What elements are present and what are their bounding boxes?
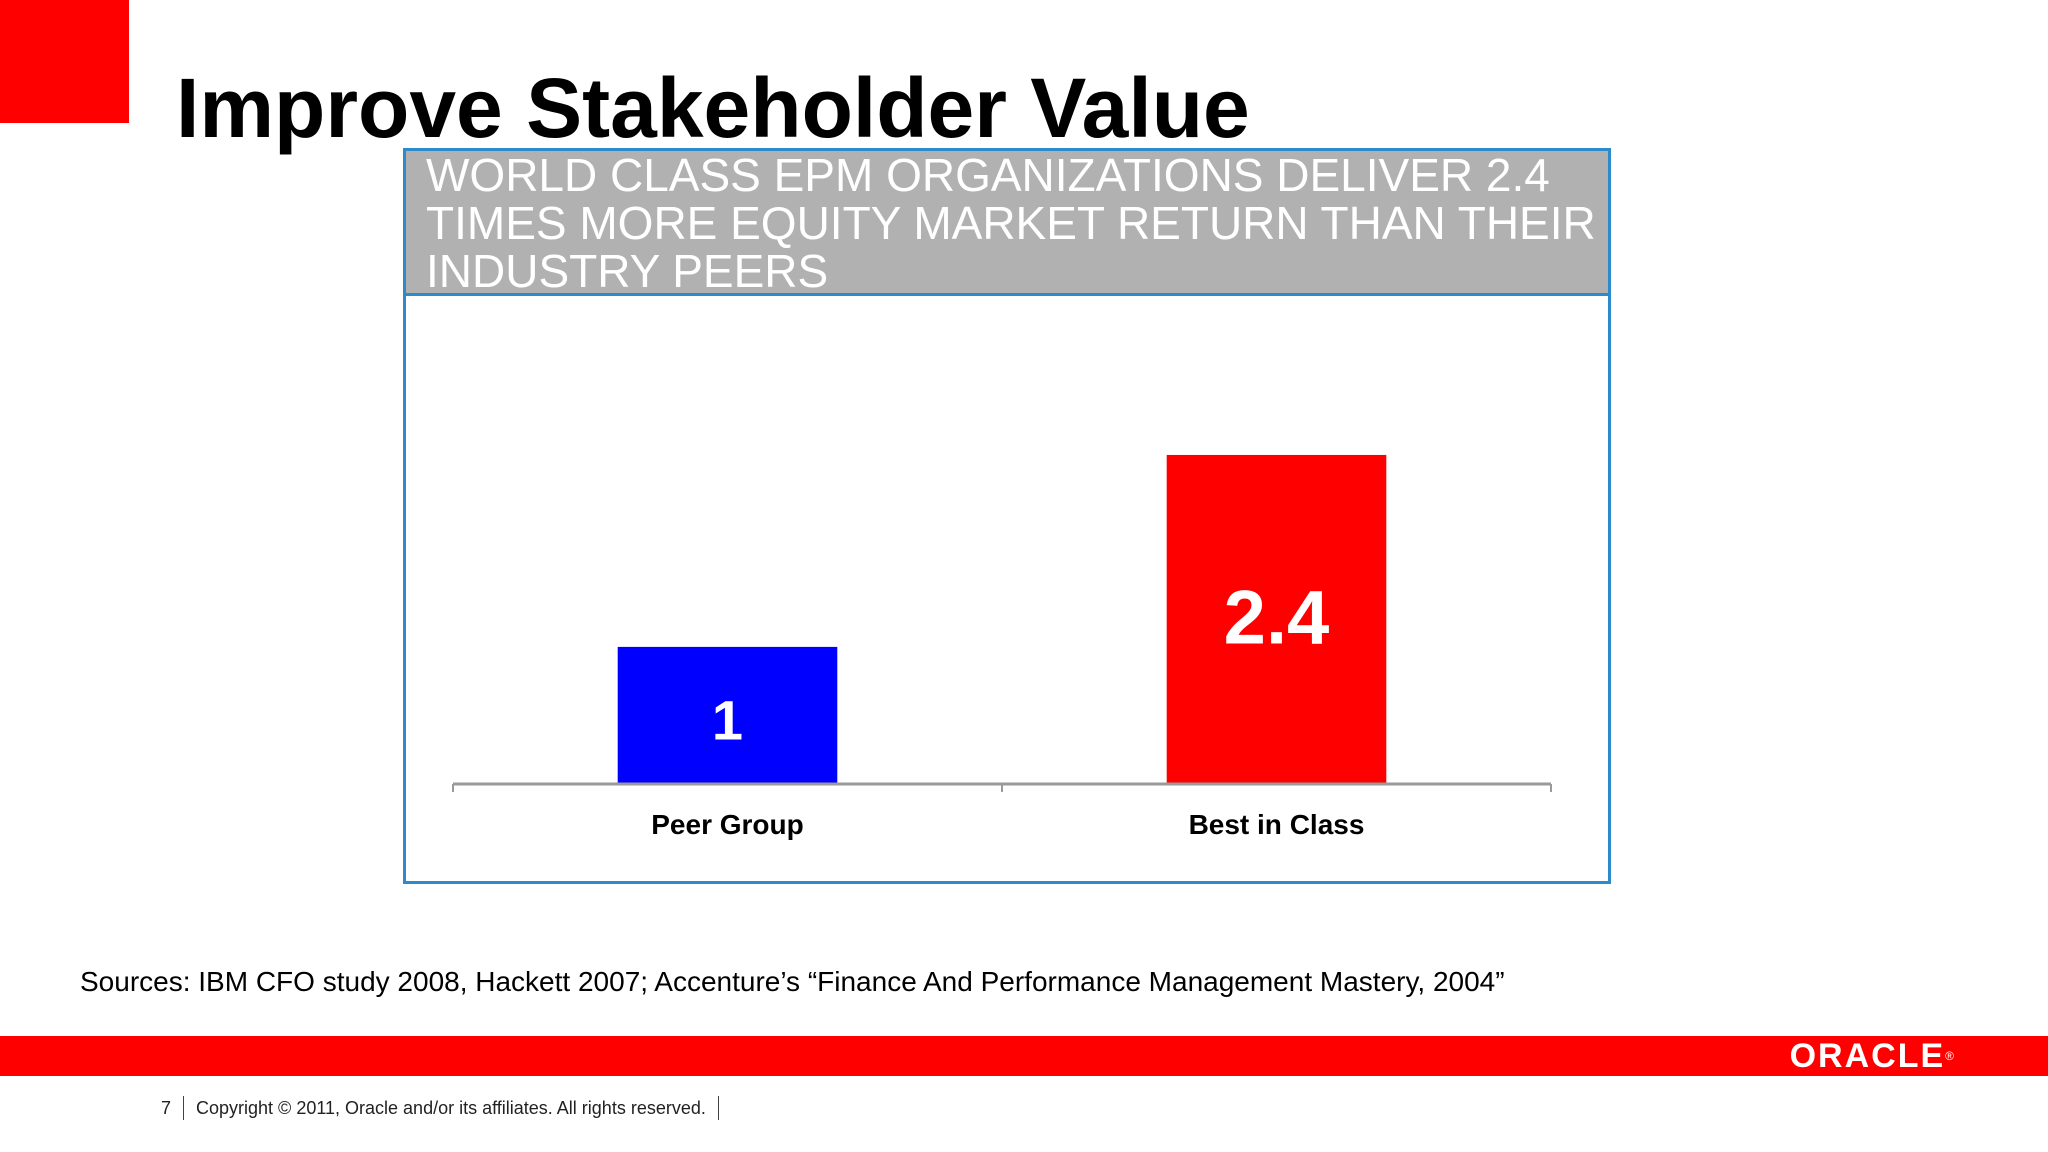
chart-header: WORLD CLASS EPM ORGANIZATIONS DELIVER 2.… [406,151,1608,296]
slide-title: Improve Stakeholder Value [176,61,1250,155]
data-label: 2.4 [1224,575,1330,660]
oracle-logo: ORACLE® [1789,1037,1956,1075]
data-label: 1 [712,688,743,751]
bar [617,646,838,784]
footer-divider [717,1096,719,1120]
bar [1166,454,1387,784]
chart-frame: WORLD CLASS EPM ORGANIZATIONS DELIVER 2.… [403,148,1611,884]
footer-bar: ORACLE® [0,1036,2048,1076]
page-number: 7 [161,1097,172,1118]
sources-note: Sources: IBM CFO study 2008, Hackett 200… [80,966,1505,997]
chart-title: WORLD CLASS EPM ORGANIZATIONS DELIVER 2.… [426,149,1596,297]
footer-divider [183,1096,185,1120]
corner-accent-block [0,0,129,123]
x-tick-label: Best in Class [1189,809,1365,840]
bar-chart: 1 Peer Group 2.4 Best in Class [452,454,1552,840]
copyright-text: Copyright © 2011, Oracle and/or its affi… [196,1097,706,1118]
x-tick-label: Peer Group [651,809,803,840]
footer-meta: 7 Copyright © 2011, Oracle and/or its af… [161,1096,731,1120]
